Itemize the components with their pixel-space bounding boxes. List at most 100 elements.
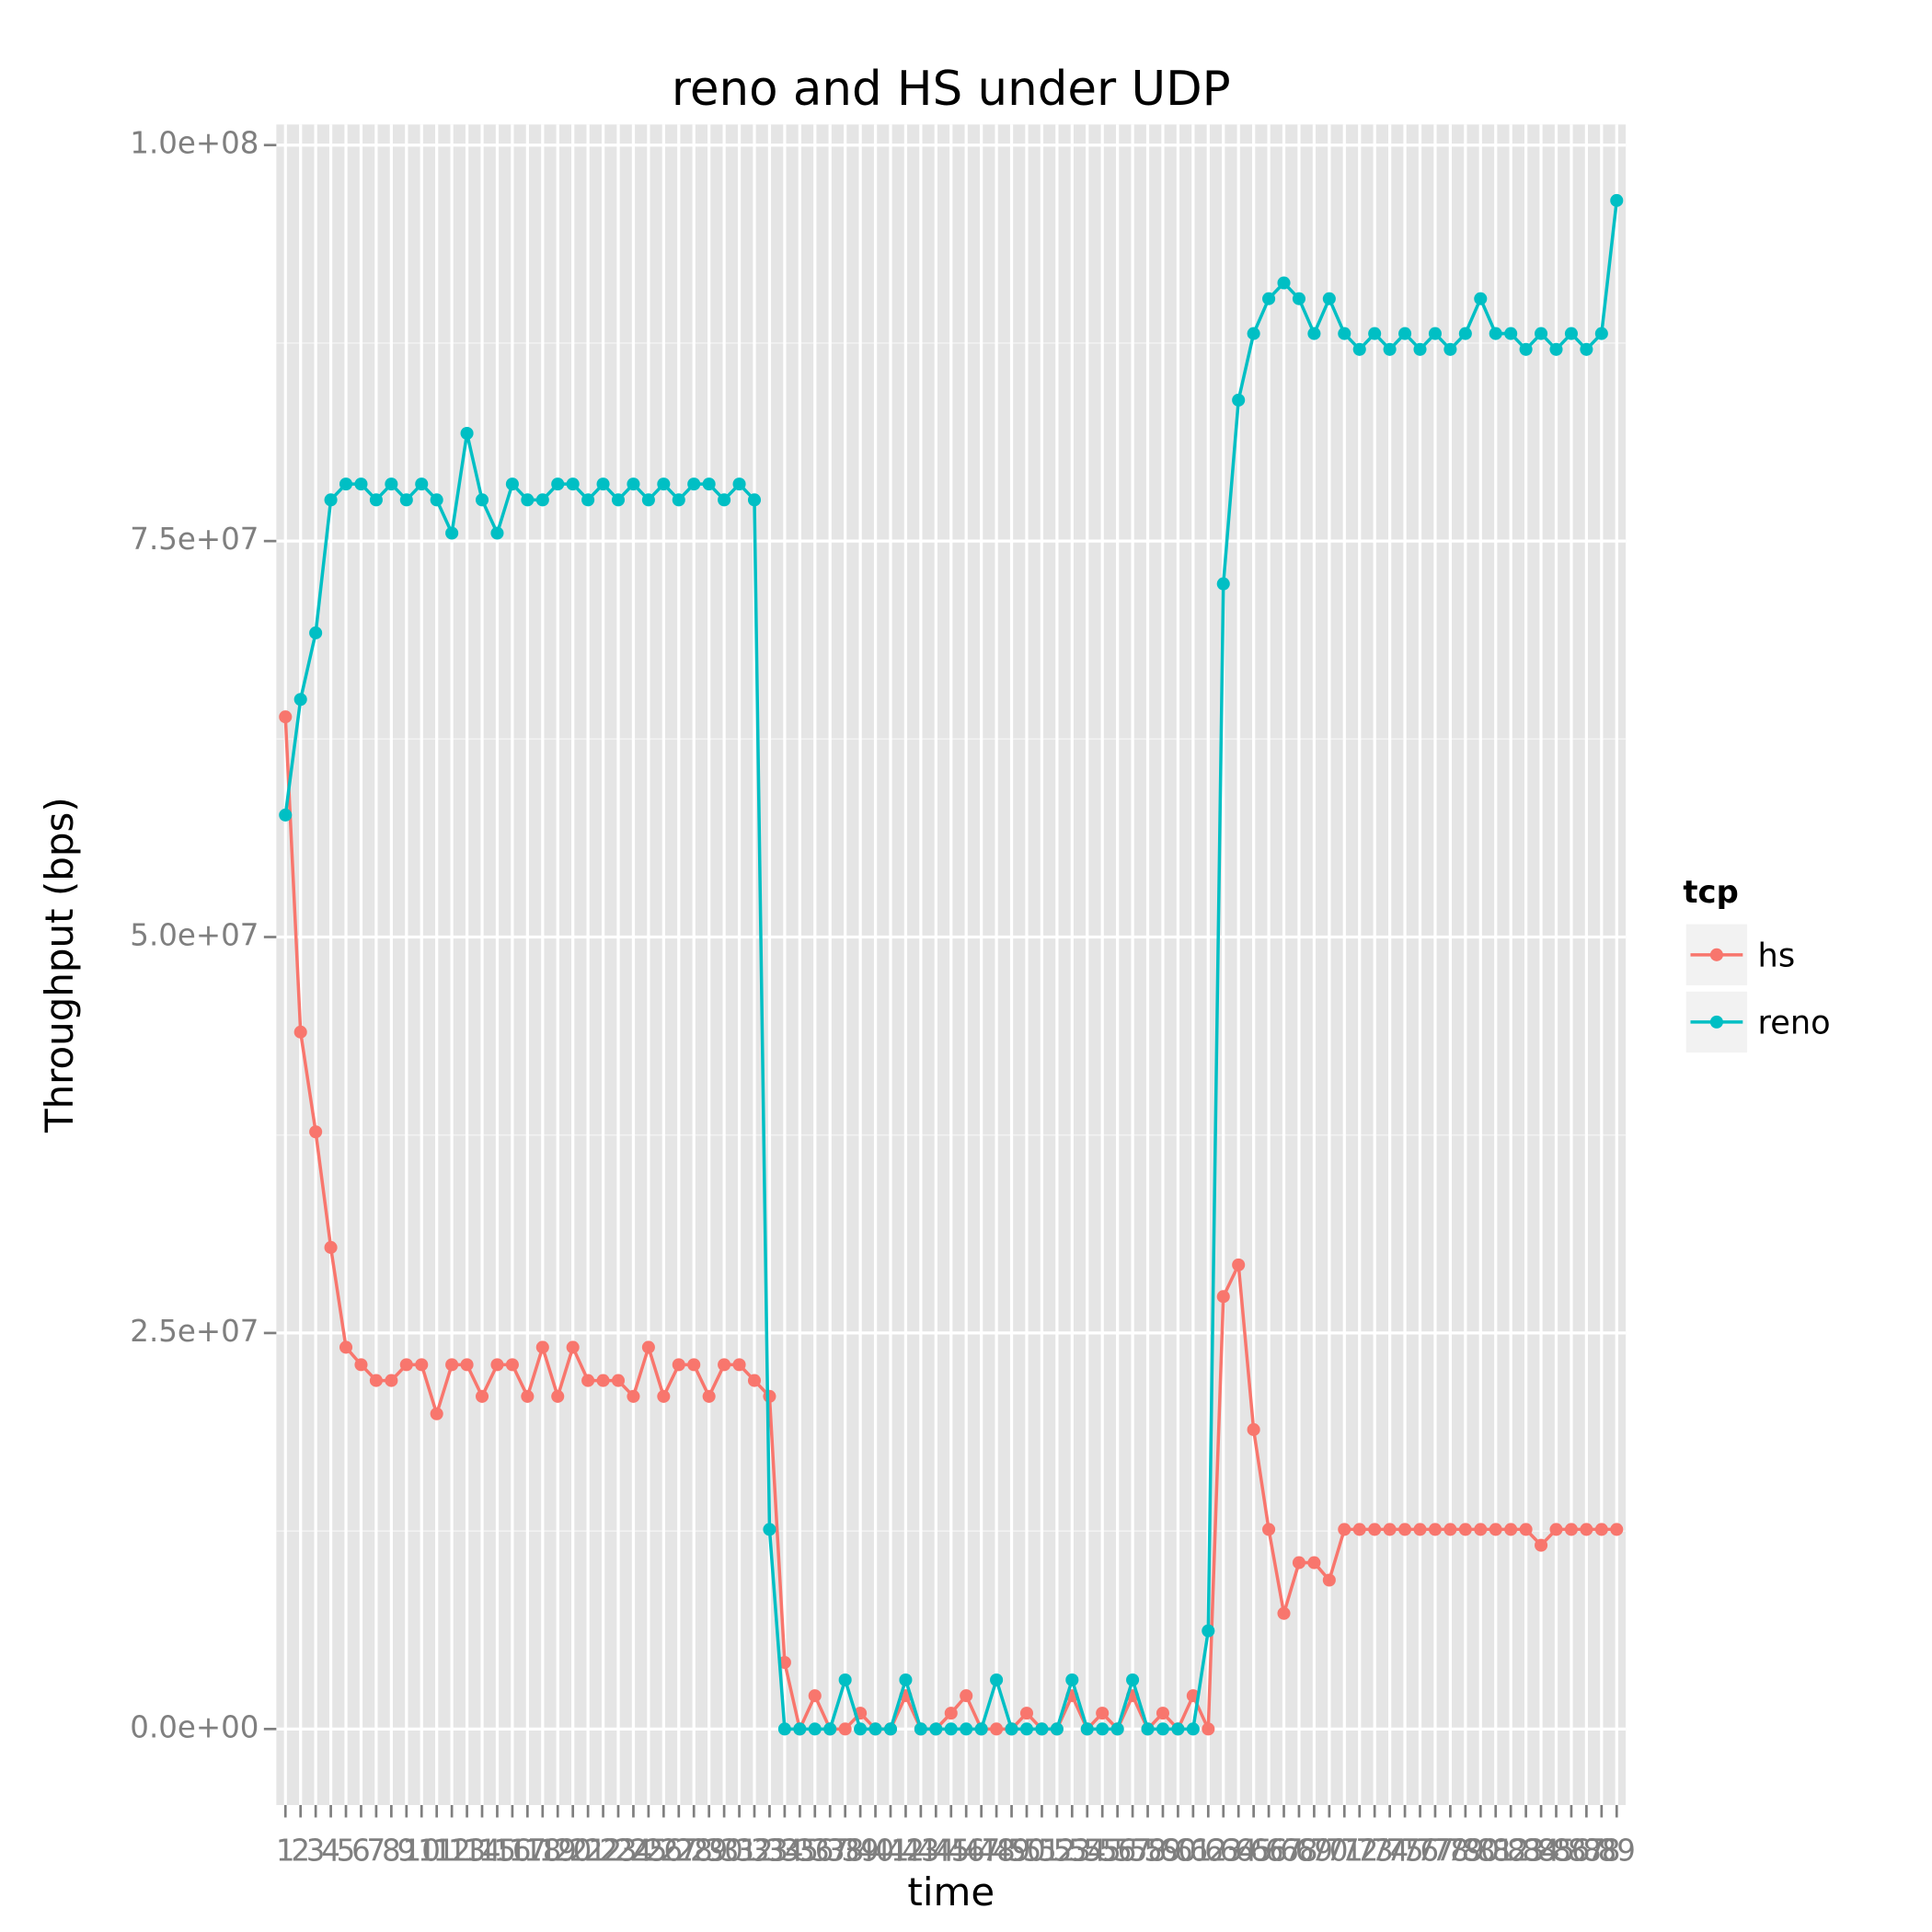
x-tick-label: 34 (765, 1833, 803, 1868)
x-tick-label: 56 (1098, 1833, 1136, 1868)
data-point (883, 1722, 898, 1736)
x-tick-label: 10 (403, 1833, 441, 1868)
data-point (581, 1374, 595, 1387)
data-point (1519, 1523, 1533, 1536)
x-tick-label: 29 (690, 1833, 728, 1868)
x-tick-label: 32 (735, 1833, 773, 1868)
x-tick-label: 64 (1220, 1833, 1258, 1868)
x-tick-label: 6 (351, 1833, 371, 1868)
data-point (1594, 1523, 1608, 1536)
x-tick-label: 23 (599, 1833, 637, 1868)
data-point (1474, 292, 1488, 305)
data-point (535, 493, 549, 507)
data-point (960, 1722, 973, 1736)
x-tick-label: 82 (1492, 1833, 1530, 1868)
x-tick-label: 50 (1007, 1833, 1045, 1868)
x-tick-label: 40 (857, 1833, 894, 1868)
data-point (1216, 1290, 1230, 1304)
data-point (1443, 1523, 1457, 1536)
data-point (838, 1673, 852, 1687)
legend-label: reno (1758, 1005, 1831, 1042)
data-point (430, 1407, 443, 1420)
data-point (460, 426, 474, 441)
data-point (1035, 1722, 1049, 1736)
data-point (1080, 1722, 1094, 1736)
data-point (385, 477, 398, 491)
x-tick-label: 19 (539, 1833, 577, 1868)
data-point (1458, 327, 1472, 340)
x-tick-label: 69 (1295, 1833, 1333, 1868)
data-point (1292, 292, 1305, 305)
data-point (339, 477, 353, 491)
x-tick-label: 5 (337, 1833, 356, 1868)
x-axis-label: time (907, 1869, 995, 1915)
x-tick-label: 51 (1023, 1833, 1061, 1868)
data-point (1352, 1523, 1366, 1536)
x-tick-label: 89 (1598, 1833, 1636, 1868)
x-tick-label: 61 (1174, 1833, 1212, 1868)
data-point (763, 1389, 776, 1403)
x-tick-label: 76 (1401, 1833, 1439, 1868)
y-axis-label: Throughput (bps) (37, 797, 82, 1133)
data-point (1564, 1523, 1578, 1536)
x-tick-label: 4 (321, 1833, 340, 1868)
data-point (1535, 327, 1548, 340)
data-point (1413, 1523, 1427, 1536)
x-tick-label: 27 (660, 1833, 697, 1868)
x-tick-label: 15 (478, 1833, 516, 1868)
data-point (1232, 393, 1246, 407)
data-point (1535, 1538, 1548, 1552)
data-point (581, 493, 595, 507)
x-tick-label: 39 (841, 1833, 879, 1868)
data-point (854, 1722, 868, 1736)
data-point (960, 1689, 973, 1703)
data-point (672, 493, 685, 507)
x-tick-label: 75 (1386, 1833, 1423, 1868)
data-point (1564, 327, 1578, 340)
x-tick-label: 79 (1446, 1833, 1484, 1868)
data-point (1549, 1523, 1563, 1536)
x-tick-label: 42 (887, 1833, 925, 1868)
data-point (445, 1358, 459, 1372)
data-point (1338, 1523, 1351, 1536)
x-tick-label: 20 (554, 1833, 592, 1868)
data-point (354, 1358, 368, 1372)
x-tick-label: 68 (1280, 1833, 1317, 1868)
data-point (1050, 1722, 1064, 1736)
x-tick-label: 7 (367, 1833, 386, 1868)
data-point (702, 477, 716, 491)
x-tick-label: 54 (1068, 1833, 1106, 1868)
data-point (1594, 327, 1608, 340)
data-point (1156, 1722, 1170, 1736)
x-tick-label: 78 (1432, 1833, 1469, 1868)
x-tick-label: 12 (432, 1833, 470, 1868)
data-point (399, 1358, 413, 1372)
data-point (747, 1374, 762, 1387)
data-point (1428, 1523, 1442, 1536)
x-tick-label: 37 (811, 1833, 849, 1868)
x-tick-label: 48 (977, 1833, 1015, 1868)
data-point (793, 1722, 807, 1736)
x-tick-label: 80 (1462, 1833, 1500, 1868)
x-tick-label: 43 (902, 1833, 939, 1868)
x-tick-label: 55 (1084, 1833, 1121, 1868)
data-point (279, 710, 293, 724)
x-tick-label: 74 (1371, 1833, 1409, 1868)
data-point (293, 1025, 307, 1039)
data-point (763, 1523, 776, 1536)
data-point (369, 493, 383, 507)
data-point (490, 526, 504, 540)
data-point (1458, 1523, 1472, 1536)
data-point (1292, 1556, 1305, 1570)
data-point (430, 493, 443, 507)
data-point (657, 477, 671, 491)
data-point (1338, 327, 1351, 340)
data-point (1262, 292, 1276, 305)
x-tick-label: 53 (1053, 1833, 1091, 1868)
data-point (1096, 1707, 1110, 1720)
data-point (1549, 342, 1563, 356)
data-point (309, 1125, 323, 1139)
x-tick-label: 14 (463, 1833, 500, 1868)
data-point (627, 1389, 640, 1403)
